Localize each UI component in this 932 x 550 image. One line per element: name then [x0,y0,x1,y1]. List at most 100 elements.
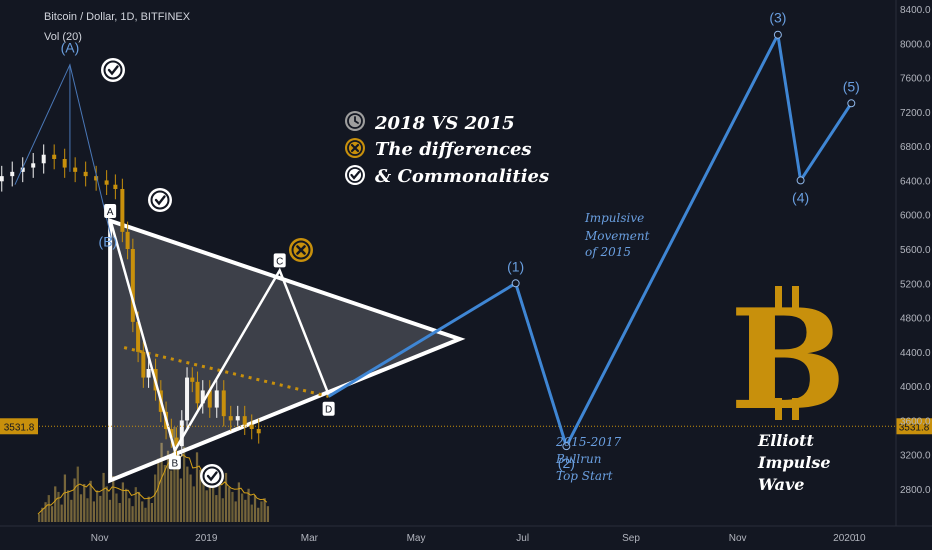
x-tick-label: 2019 [195,533,218,544]
y-tick-label: 3600.0 [900,416,931,427]
candle-body [195,381,200,404]
volume-bar [244,499,247,522]
volume-bar [234,501,237,522]
volume-ma-line [37,451,268,515]
y-tick-label: 4400.0 [900,348,931,359]
candle-body [120,189,125,232]
wave-point-label: (B) [99,233,118,249]
annotation-line: 2015-2017 [555,435,621,449]
annotation-line: of 2015 [585,245,631,259]
x-tick-label: Mar [301,533,319,544]
candle-body [190,377,195,382]
volume-bar [92,501,96,522]
candle-body [130,249,135,322]
wave-point-label: (4) [792,189,809,205]
volume-bar [205,490,208,522]
volume-bar [41,507,44,522]
candle-body [20,167,25,172]
wave-path-line [327,33,853,448]
wave-point-label: (2) [558,455,575,471]
volume-bar [47,495,50,522]
candle-body [256,429,261,434]
bitcoin-logo-icon: B [730,278,847,441]
point-labels-group: (1) (2) (3) (4) (5) (A) (B) A B C D [61,10,860,471]
candle-body [228,416,233,421]
candle-body [179,420,184,447]
bullrun-annotation: 2015-2017 Bullrun Top Start [555,435,621,483]
volume-bar [189,474,192,522]
volume-bar [212,476,215,522]
y-tick-label: 7200.0 [900,108,931,119]
candle-body [174,437,179,447]
annotation-line: Top Start [556,469,613,483]
y-tick-label: 7600.0 [900,74,931,85]
candle-body [62,159,67,168]
candle-body [242,416,247,425]
wave-point [511,279,520,288]
volume-bar [195,452,199,522]
y-tick-label: 6400.0 [900,176,931,187]
volume-bar [186,466,189,522]
candle-body [235,416,240,421]
volume-bar [166,450,170,522]
volume-bar [112,476,115,522]
candle-body [125,231,130,249]
volume-bar [115,493,118,522]
volume-indicator-label: Vol (20) [44,31,82,43]
wave-point [847,99,856,108]
abcd-zigzag [108,218,330,454]
volume-bar [108,499,112,522]
volume-bar [202,480,205,522]
volume-bar [147,496,150,522]
volume-bar [179,478,183,522]
pattern-point-label: C [276,256,283,267]
volume-bar [105,486,108,522]
y-tick-label: 4800.0 [900,314,931,325]
candle-body [200,390,205,404]
legend: 2018 VS 2015 The differences & Commonali… [345,111,549,187]
volume-bar [141,501,144,522]
volume-bars-group [38,427,270,522]
time-axis[interactable]: Nov 2019 Mar May Jul Sep Nov 2020 10 [91,533,866,544]
price-axis[interactable]: 8400.0 8000.0 7600.0 7200.0 6800.0 6400.0 6000… [895,0,931,526]
volume-bar [137,491,141,522]
wave-point-label: (3) [769,10,786,26]
volume-bar [163,465,166,522]
x-tick-label: 2020 [833,533,856,544]
volume-bar [260,501,263,522]
triangle-pattern-group [108,217,466,484]
dotted-trendline [123,346,329,398]
y-tick-label: 8400.0 [900,5,931,16]
volume-bar [173,427,176,522]
wave-point-label: (5) [843,78,860,94]
check-icon [101,58,125,82]
volume-bar [154,474,157,522]
annotation-line: Impulsive [584,211,644,225]
volume-bar [247,488,250,522]
volume-bar [231,491,234,522]
x-tick-label: Nov [729,533,747,544]
current-price-label: 3531.8 [4,422,35,433]
candle-body [83,171,88,177]
y-tick-label: 6000.0 [900,211,931,222]
volume-bar [99,495,102,522]
caption-line: Wave [758,475,804,494]
candle-body [185,377,190,421]
check-icon [148,188,172,212]
candle-body [113,184,118,189]
volume-bar [67,490,70,522]
x-tick-label: 10 [854,533,866,544]
legend-label: & Commonalities [375,166,549,187]
volume-bar [250,504,253,522]
candle-body [31,163,36,168]
wave-point-label: (1) [507,258,524,274]
wave-path-group [327,30,856,451]
volume-bar [44,502,47,522]
candle-body [94,176,99,181]
volume-bar [38,514,41,522]
y-tick-label: 2800.0 [900,485,931,496]
y-tick-label: 3200.0 [900,451,931,462]
volume-bar [176,454,179,522]
